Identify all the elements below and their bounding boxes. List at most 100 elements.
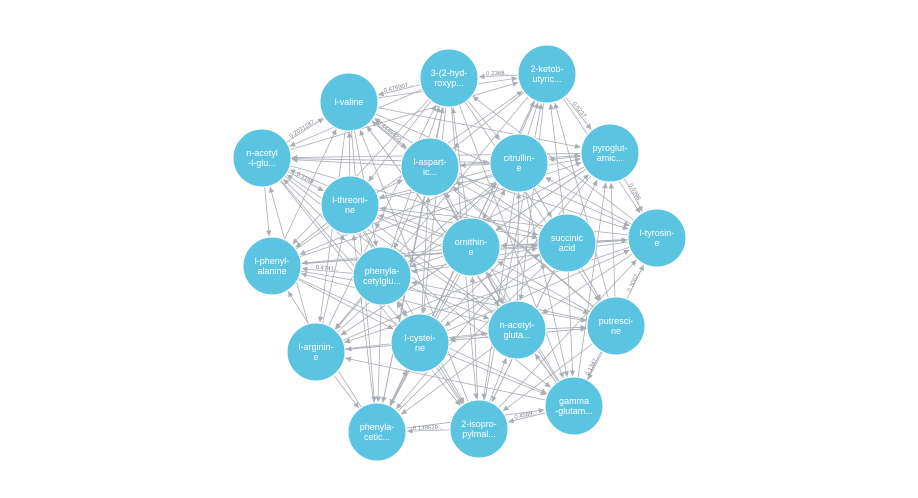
- edge-acetylgluta-gammaglutam: [534, 353, 557, 384]
- edge-weight-label: 0.1347...: [585, 353, 601, 377]
- node-label: 2-ketob-: [530, 64, 563, 74]
- edge-citrulline-tyrosine: [545, 176, 632, 225]
- edge-acetylglu-phenylalanine: [264, 186, 272, 237]
- node-ornithine[interactable]: ornithin-e: [441, 217, 501, 277]
- edge-acetylglu-phenylacetylglu: [283, 178, 362, 256]
- node-label: 2-isopro-: [461, 419, 497, 429]
- node-pyroglutamic[interactable]: pyroglut-amic...: [580, 123, 640, 183]
- node-aspartic[interactable]: l-aspart-ic...: [400, 137, 460, 197]
- node-circle[interactable]: [487, 300, 547, 360]
- node-circle[interactable]: [390, 313, 450, 373]
- node-phenylacetylglu[interactable]: phenyla-cetylglu...: [352, 246, 412, 306]
- node-isopropylmal[interactable]: 2-isopro-pylmal...: [449, 399, 509, 459]
- node-label: e: [516, 163, 521, 173]
- node-arginine[interactable]: l-arginin-e: [286, 322, 346, 382]
- node-putrescine[interactable]: putresci-ne: [586, 296, 646, 356]
- edge-phenylacetylglu-cysteine: [396, 301, 407, 318]
- edge-weight-label: 0.4448422...: [376, 120, 406, 146]
- node-circle[interactable]: [400, 137, 460, 197]
- edge-acetylgluta-phenylacetic: [401, 346, 494, 415]
- node-label: l-aspart-: [413, 157, 446, 167]
- node-circle[interactable]: [352, 246, 412, 306]
- node-threonine[interactable]: l-threoni-ne: [320, 175, 380, 235]
- node-circle[interactable]: [449, 399, 509, 459]
- node-circle[interactable]: [242, 236, 302, 296]
- node-circle[interactable]: [319, 72, 379, 132]
- node-cysteine[interactable]: l-cystei-ne: [390, 313, 450, 373]
- edge-weight-label: 0.4741...: [315, 265, 339, 273]
- node-acetylglu[interactable]: n-acetyl-l-glu...: [232, 128, 292, 188]
- node-phenylacetic[interactable]: phenyla-cetic...: [347, 402, 407, 462]
- edge-acetylglu-succinic: [289, 165, 539, 237]
- node-label: l-threoni-: [332, 195, 368, 205]
- edge-weight-label: 0.2368...: [486, 71, 510, 78]
- edge-weight-label: 0.0398...: [627, 183, 644, 207]
- node-label: ic...: [423, 167, 437, 177]
- edge-putrescine-acetylgluta: [545, 324, 587, 331]
- node-circle[interactable]: [586, 296, 646, 356]
- edge-pyroglutamic-gammaglutam: [577, 182, 608, 378]
- edge-tyrosine-acetylgluta: [541, 253, 633, 314]
- node-label: l-valine: [335, 97, 364, 107]
- node-label: n-acetyl-: [500, 320, 535, 330]
- node-circle[interactable]: [320, 175, 380, 235]
- edge-threonine-phenylalanine: [295, 222, 328, 248]
- node-label: n-acetyl: [246, 148, 278, 158]
- node-hydroxyp[interactable]: 3-(2-hyd-roxyp...: [419, 48, 479, 108]
- edge-phenylalanine-phenylacetylglu: [301, 266, 354, 274]
- node-circle[interactable]: [419, 48, 479, 108]
- node-label: l-cystei-: [405, 333, 436, 343]
- node-label: pyroglut-: [592, 143, 627, 153]
- edge-phenylacetylglu-acetylgluta: [408, 286, 490, 320]
- node-gammaglutam[interactable]: gamma-glutam...: [544, 376, 604, 436]
- edge-weight-label: 0.4589...: [514, 410, 538, 421]
- node-label: cetic...: [364, 432, 390, 442]
- node-label: 3-(2-hyd-: [431, 68, 468, 78]
- node-ketobutyric[interactable]: 2-ketob-utyric...: [517, 44, 577, 104]
- edge-acetylglu-acetylgluta: [286, 174, 494, 315]
- edge-weight-label: 0.5237...: [570, 101, 589, 123]
- node-label: phenyla-: [365, 266, 400, 276]
- node-circle[interactable]: [286, 322, 346, 382]
- node-tyrosine[interactable]: l-tyrosin-e: [627, 208, 687, 268]
- edge-acetylglu-aspartic: [291, 157, 402, 166]
- edge-cysteine-phenylacetic: [389, 369, 408, 407]
- node-circle[interactable]: [627, 208, 687, 268]
- node-label: citrullin-: [503, 153, 534, 163]
- node-label: e: [468, 247, 473, 257]
- node-circle[interactable]: [580, 123, 640, 183]
- edge-hydroxyp-citrulline: [467, 100, 501, 141]
- node-label: gamma: [559, 396, 589, 406]
- edge-citrulline-arginine: [336, 183, 498, 333]
- node-circle[interactable]: [347, 402, 407, 462]
- node-acetylgluta[interactable]: n-acetyl-gluta...: [487, 300, 547, 360]
- node-label: e: [313, 352, 318, 362]
- node-label: phenyla-: [360, 422, 395, 432]
- edge-putrescine-isopropylmal: [502, 343, 594, 412]
- edge-gammaglutam-isopropylmal: [508, 412, 546, 424]
- node-circle[interactable]: [489, 133, 549, 193]
- edge-succinic-phenylacetic: [397, 263, 547, 412]
- edge-citrulline-pyroglutamic: [548, 155, 582, 162]
- node-label: gluta...: [503, 330, 530, 340]
- node-phenylalanine[interactable]: l-phenyl-alanine: [242, 236, 302, 296]
- node-citrulline[interactable]: citrullin-e: [489, 133, 549, 193]
- node-circle[interactable]: [232, 128, 292, 188]
- edge-ketobutyric-putrescine: [553, 102, 609, 299]
- edge-hydroxyp-ketobutyric: [478, 73, 519, 80]
- node-label: ornithin-: [455, 237, 488, 247]
- node-valine[interactable]: l-valine: [319, 72, 379, 132]
- node-circle[interactable]: [544, 376, 604, 436]
- edge-citrulline-gammaglutam: [525, 191, 569, 377]
- edge-ketobutyric-acetylglu: [289, 81, 519, 151]
- node-circle[interactable]: [441, 217, 501, 277]
- edge-tyrosine-cysteine: [446, 249, 630, 332]
- edge-ornithine-putrescine: [497, 261, 591, 313]
- node-label: succinic: [551, 233, 584, 243]
- edge-citrulline-isopropylmal: [481, 191, 516, 400]
- node-circle[interactable]: [517, 44, 577, 104]
- node-label: alanine: [257, 266, 286, 276]
- node-circle[interactable]: [537, 213, 597, 273]
- edge-phenylacetylglu-putrescine: [411, 280, 588, 321]
